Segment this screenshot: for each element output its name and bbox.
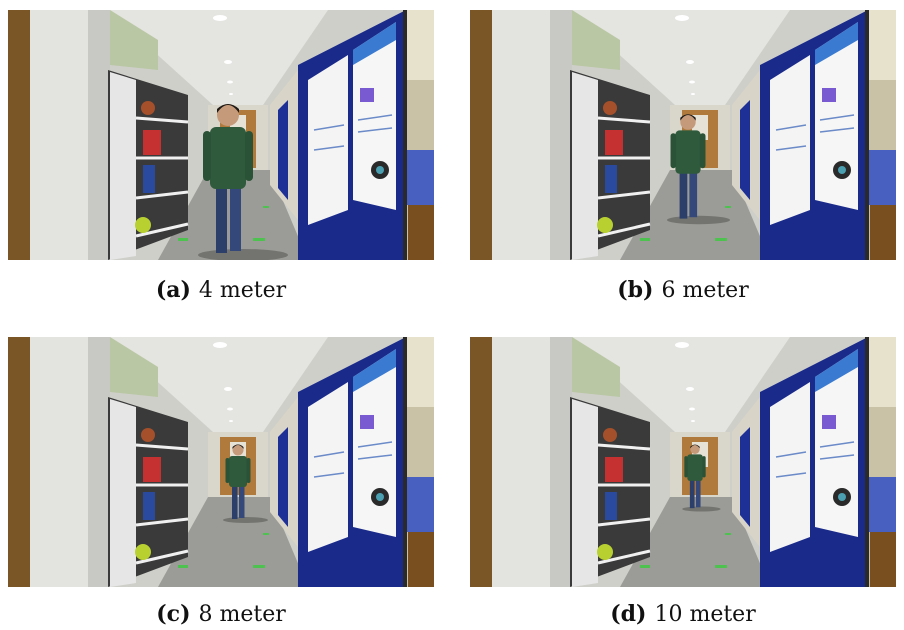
corridor-scene — [470, 337, 896, 587]
caption: (c) 8 meter — [8, 601, 434, 627]
arm — [670, 133, 677, 169]
panel-caption: 6 meter — [661, 278, 749, 303]
torso — [229, 456, 247, 487]
arm — [246, 458, 251, 483]
caption: (a) 4 meter — [8, 277, 434, 303]
arm — [702, 456, 706, 478]
photo-panel — [470, 337, 896, 587]
shadow — [667, 215, 730, 225]
shadow — [223, 517, 268, 523]
photo — [8, 10, 434, 260]
leg — [216, 185, 227, 253]
panel-caption: 8 meter — [198, 602, 286, 627]
walking-person — [667, 114, 730, 225]
leg — [230, 185, 241, 251]
shadow — [682, 506, 721, 512]
arm — [245, 131, 253, 181]
arm — [203, 131, 211, 181]
torso — [687, 454, 703, 481]
leg — [232, 485, 238, 519]
photo — [8, 337, 434, 587]
hair — [217, 104, 239, 113]
caption: (d) 10 meter — [470, 601, 896, 627]
caption: (b) 6 meter — [470, 277, 896, 303]
hair — [232, 444, 244, 449]
corridor-scene — [8, 337, 434, 587]
torso — [675, 130, 701, 174]
leg — [689, 479, 695, 509]
panel-label: (d) — [610, 601, 647, 627]
hair — [680, 114, 696, 121]
walking-person — [198, 104, 288, 260]
arm — [225, 458, 230, 483]
photo — [470, 10, 896, 260]
hair — [690, 444, 700, 449]
leg — [689, 171, 698, 218]
photo-panel — [470, 10, 896, 260]
photo — [470, 337, 896, 587]
panel-label: (c) — [156, 601, 191, 627]
arm — [699, 133, 706, 169]
photo-panel — [8, 337, 434, 587]
head — [690, 444, 700, 454]
panel-label: (b) — [617, 277, 654, 303]
photo-panel — [8, 10, 434, 260]
panel-caption: 4 meter — [198, 278, 287, 303]
arm — [684, 456, 688, 478]
walking-person — [682, 444, 721, 512]
panel-label: (a) — [155, 277, 191, 303]
head — [217, 104, 239, 126]
panel-caption: 10 meter — [654, 602, 756, 627]
walking-person — [223, 444, 268, 523]
leg — [695, 479, 701, 508]
head — [680, 114, 696, 130]
head — [232, 444, 244, 456]
torso — [210, 127, 246, 189]
leg — [239, 485, 245, 518]
leg — [679, 171, 688, 219]
